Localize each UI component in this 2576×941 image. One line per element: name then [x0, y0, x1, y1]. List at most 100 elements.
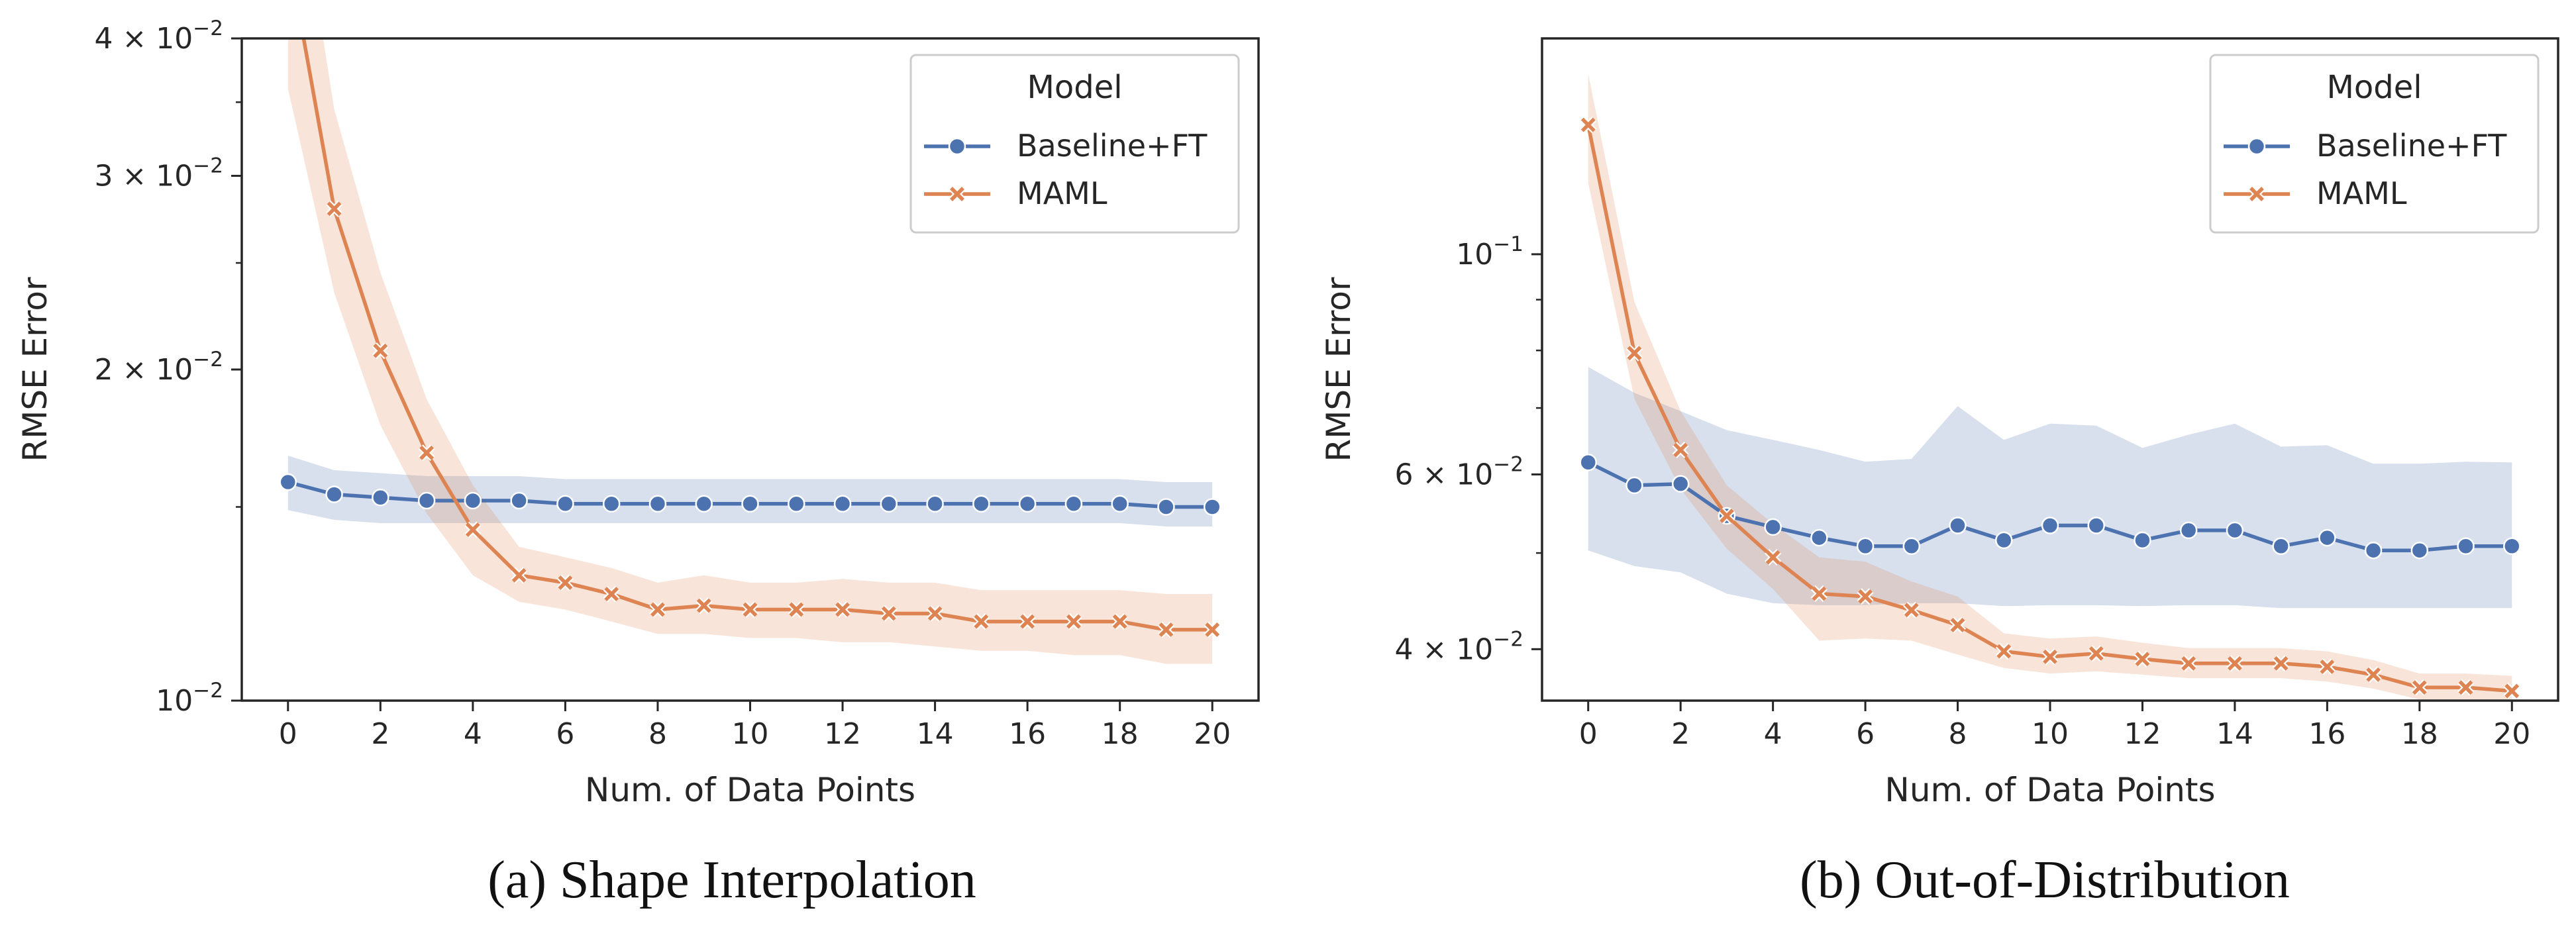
data-point-maml [835, 602, 850, 617]
data-point-maml [1066, 614, 1081, 629]
x-tick-label: 12 [2124, 717, 2161, 751]
data-point-maml [974, 614, 989, 629]
data-point-baseline-ft [372, 488, 389, 507]
x-tick-label: 6 [1856, 717, 1875, 751]
data-point-maml [1159, 622, 1174, 637]
data-point-baseline-ft [1949, 517, 1967, 534]
y-tick-label: 3 × 10−2 [94, 154, 223, 193]
legend-title: Model [2326, 69, 2422, 106]
data-point-baseline-ft [1064, 495, 1083, 513]
data-point-maml [2504, 683, 2520, 699]
data-point-maml [2043, 649, 2057, 664]
data-point-baseline-ft [1810, 528, 1828, 547]
legend-box [909, 54, 1240, 234]
data-point-baseline-ft [972, 495, 990, 513]
data-point-baseline-ft [880, 495, 898, 513]
legend-label-baseline-ft: Baseline+FT [2316, 128, 2507, 164]
data-point-baseline-ft [1203, 498, 1221, 516]
x-tick-label: 10 [2032, 717, 2069, 751]
data-point-baseline-ft [2134, 531, 2151, 550]
figure-caption: (a) Shape Interpolation [488, 851, 976, 909]
x-tick-label: 4 [464, 717, 482, 751]
data-point-baseline-ft [2087, 517, 2105, 534]
data-point-baseline-ft [464, 491, 482, 510]
legend-label-baseline-ft: Baseline+FT [1017, 128, 1208, 164]
data-point-maml [1627, 346, 1642, 361]
x-tick-label: 2 [1671, 717, 1690, 751]
legend-label-maml: MAML [1017, 175, 1108, 211]
data-point-baseline-ft [602, 495, 621, 513]
data-point-baseline-ft [2226, 521, 2244, 540]
data-point-maml [2458, 680, 2473, 695]
data-point-maml [1205, 622, 1220, 637]
chart-b: 0 2 4 6 8 10 12 14 16 18 20 4 × 10−2 6 × 10−2 10−1 Num… [1319, 37, 2559, 909]
legend-label-maml: MAML [2316, 175, 2407, 211]
data-point-baseline-ft [279, 473, 297, 491]
data-point-maml [1020, 614, 1035, 629]
data-point-maml [1112, 614, 1127, 629]
x-tick-label: 0 [279, 717, 297, 751]
legend-marker-maml [2249, 187, 2264, 201]
data-point-maml [2088, 646, 2104, 661]
data-point-baseline-ft [2179, 521, 2198, 540]
data-point-maml [1719, 509, 1734, 523]
x-tick-label: 16 [1009, 717, 1046, 751]
data-point-baseline-ft [556, 495, 574, 513]
data-point-baseline-ft [1579, 453, 1597, 471]
data-point-maml [2181, 656, 2196, 671]
y-tick-label: 4 × 10−2 [1394, 627, 1523, 666]
x-tick-label: 18 [1102, 717, 1139, 751]
data-point-baseline-ft [695, 495, 713, 513]
y-axis-label: RMSE Error [1319, 277, 1358, 462]
data-point-baseline-ft [2272, 537, 2290, 556]
y-tick-label: 10−2 [156, 679, 223, 718]
data-point-maml [2227, 656, 2242, 671]
y-tick-label: 10−1 [1456, 232, 1523, 272]
data-point-maml [2135, 652, 2150, 667]
data-point-maml [1673, 442, 1688, 458]
data-point-baseline-ft [1018, 495, 1037, 513]
x-tick-label: 18 [2401, 717, 2438, 751]
data-point-maml [1858, 589, 1873, 604]
data-point-maml [696, 598, 711, 613]
x-tick-label: 0 [1579, 717, 1598, 751]
x-tick-label: 2 [371, 717, 389, 751]
data-point-baseline-ft [2457, 537, 2475, 556]
data-point-baseline-ft [2318, 528, 2336, 547]
legend-marker-baseline-ft [948, 137, 966, 156]
data-point-maml [558, 575, 573, 590]
data-point-maml [327, 201, 342, 217]
data-point-baseline-ft [833, 495, 852, 513]
data-point-baseline-ft [1902, 537, 1921, 556]
data-point-baseline-ft [648, 495, 667, 513]
data-point-baseline-ft [1157, 498, 1175, 516]
legend: Model Baseline+FT MAML [909, 54, 1240, 234]
data-point-maml [1765, 550, 1780, 565]
data-point-baseline-ft [788, 495, 805, 513]
data-point-maml [604, 587, 619, 601]
data-point-maml [419, 445, 435, 460]
data-point-maml [650, 602, 665, 617]
x-tick-label: 14 [917, 717, 954, 751]
data-point-maml [1812, 586, 1827, 601]
data-point-baseline-ft [2041, 517, 2059, 534]
plot-area [1579, 74, 2521, 701]
x-axis-label: Num. of Data Points [1884, 771, 2215, 809]
legend-title: Model [1027, 69, 1122, 106]
chart-a: 0 2 4 6 8 10 12 14 16 18 20 10−2 2 × 10−2 3 × 10−2 4 ×… [16, 17, 1260, 909]
data-point-maml [1580, 117, 1596, 132]
data-point-maml [511, 568, 527, 583]
data-point-baseline-ft [1764, 518, 1782, 536]
data-point-maml [2412, 680, 2427, 695]
data-point-maml [1950, 617, 1965, 632]
x-tick-label: 6 [556, 717, 574, 751]
x-tick-label: 8 [1949, 717, 1967, 751]
x-tick-label: 16 [2308, 717, 2345, 751]
data-point-maml [789, 602, 804, 617]
x-tick-label: 4 [1764, 717, 1782, 751]
data-point-maml [2366, 667, 2381, 682]
x-tick-label: 20 [2493, 717, 2530, 751]
legend: Model Baseline+FT MAML [2209, 54, 2540, 234]
data-point-maml [927, 606, 943, 621]
